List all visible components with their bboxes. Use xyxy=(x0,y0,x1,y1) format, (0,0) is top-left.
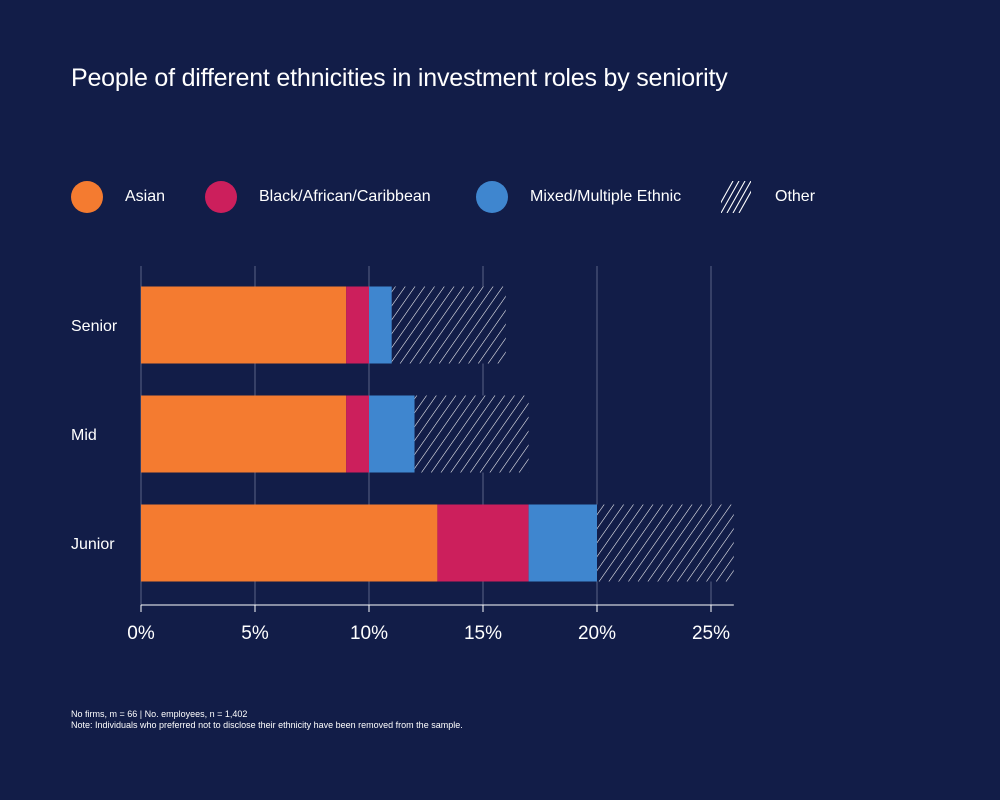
bar-senior-asian xyxy=(141,286,347,364)
y-category-label: Mid xyxy=(71,427,97,444)
chart-title: People of different ethnicities in inves… xyxy=(71,64,728,92)
x-tick-label: 15% xyxy=(464,623,502,644)
bar-junior-black-african-caribbean xyxy=(437,504,529,582)
bar-mid-mixed-multiple-ethnic xyxy=(369,395,415,473)
y-category-label: Junior xyxy=(71,536,115,553)
bar-senior-mixed-multiple-ethnic xyxy=(369,286,392,364)
bar-mid-black-african-caribbean xyxy=(346,395,369,473)
x-tick-label: 0% xyxy=(127,623,155,644)
x-tick-label: 25% xyxy=(692,623,730,644)
bar-junior-asian xyxy=(141,504,438,582)
bar-mid-asian xyxy=(141,395,347,473)
bar-junior-other xyxy=(597,504,734,582)
bar-senior-other xyxy=(391,286,506,364)
x-tick-label: 20% xyxy=(578,623,616,644)
bar-senior-black-african-caribbean xyxy=(346,286,369,364)
x-tick-label: 10% xyxy=(350,623,388,644)
footnote-note: Note: Individuals who preferred not to d… xyxy=(71,720,463,730)
bar-mid-other xyxy=(414,395,529,473)
bar-junior-mixed-multiple-ethnic xyxy=(528,504,597,582)
footnote: No firms, m = 66 | No. employees, n = 1,… xyxy=(71,709,463,731)
x-tick-label: 5% xyxy=(241,623,269,644)
y-category-label: Senior xyxy=(71,318,118,335)
footnote-sample: No firms, m = 66 | No. employees, n = 1,… xyxy=(71,709,248,719)
